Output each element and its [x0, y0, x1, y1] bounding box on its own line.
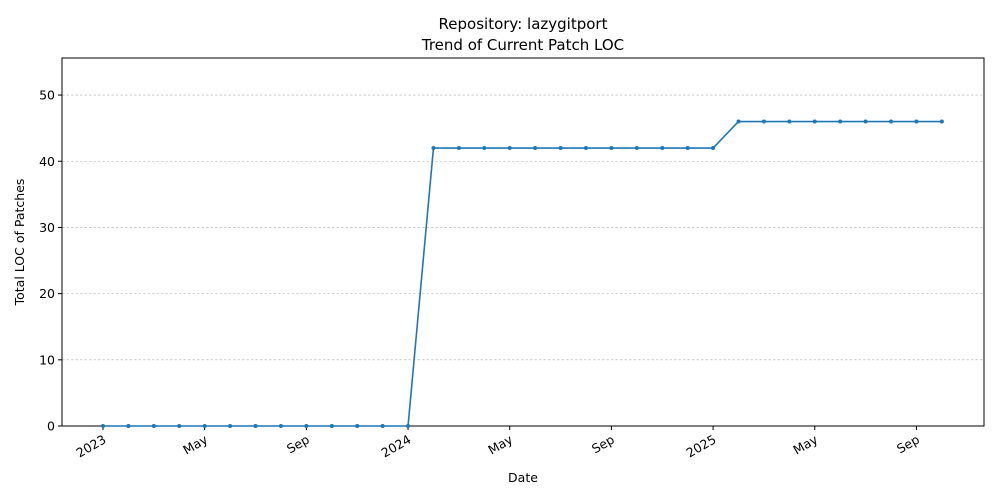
y-tick-label: 20 — [39, 286, 55, 301]
data-point — [380, 424, 385, 428]
x-tick-label: Sep — [894, 432, 922, 457]
data-point — [812, 119, 817, 124]
data-point — [431, 146, 436, 151]
data-point — [609, 146, 614, 151]
data-point — [863, 119, 868, 124]
x-tick-label: 2024 — [378, 432, 413, 461]
y-tick-label: 0 — [47, 419, 55, 434]
data-point — [228, 424, 233, 428]
data-point — [558, 146, 563, 151]
data-point — [177, 424, 182, 428]
y-tick-label: 10 — [39, 352, 55, 367]
data-point — [838, 119, 843, 124]
data-point — [278, 424, 283, 428]
x-tick-label: 2025 — [684, 432, 719, 461]
data-point — [889, 119, 894, 124]
x-tick-label: Sep — [589, 432, 617, 457]
x-tick-label: May — [485, 431, 515, 457]
data-point — [736, 119, 741, 124]
data-point — [101, 424, 105, 428]
y-axis: 0 10 20 30 40 50 — [39, 88, 62, 434]
y-axis-label: Total LOC of Patches — [12, 179, 27, 307]
data-point — [482, 146, 487, 151]
data-point — [761, 119, 766, 124]
data-point — [939, 119, 944, 124]
data-point — [507, 146, 512, 151]
data-point — [329, 424, 334, 428]
x-axis: 2023 May Sep 2024 May Sep 2025 May Sep — [73, 426, 922, 461]
data-point — [355, 424, 360, 428]
plot-area — [61, 57, 985, 427]
y-tick-label: 50 — [39, 88, 55, 103]
data-point — [304, 424, 309, 428]
data-point — [202, 424, 207, 428]
data-point — [634, 146, 639, 151]
data-point — [914, 119, 919, 124]
x-axis-label: Date — [508, 470, 538, 485]
data-point — [533, 146, 538, 151]
data-point — [711, 146, 716, 151]
x-tick-label: 2023 — [73, 432, 108, 461]
x-tick-label: May — [180, 431, 210, 457]
data-point — [456, 146, 461, 151]
data-point — [660, 146, 665, 151]
y-tick-label: 40 — [39, 154, 55, 169]
data-point — [685, 146, 690, 151]
data-point — [787, 119, 792, 124]
data-point — [406, 424, 411, 428]
data-series — [101, 119, 944, 428]
chart-title: Repository: lazygitport — [439, 15, 608, 33]
data-point — [126, 424, 131, 428]
x-tick-label: Sep — [284, 432, 312, 457]
data-point — [151, 424, 156, 428]
y-tick-label: 30 — [39, 220, 55, 235]
series-line — [103, 120, 942, 427]
x-tick-label: May — [790, 431, 820, 457]
data-point — [583, 146, 588, 151]
grid-lines — [62, 94, 984, 361]
chart-subtitle: Trend of Current Patch LOC — [421, 36, 624, 54]
data-point — [253, 424, 258, 428]
